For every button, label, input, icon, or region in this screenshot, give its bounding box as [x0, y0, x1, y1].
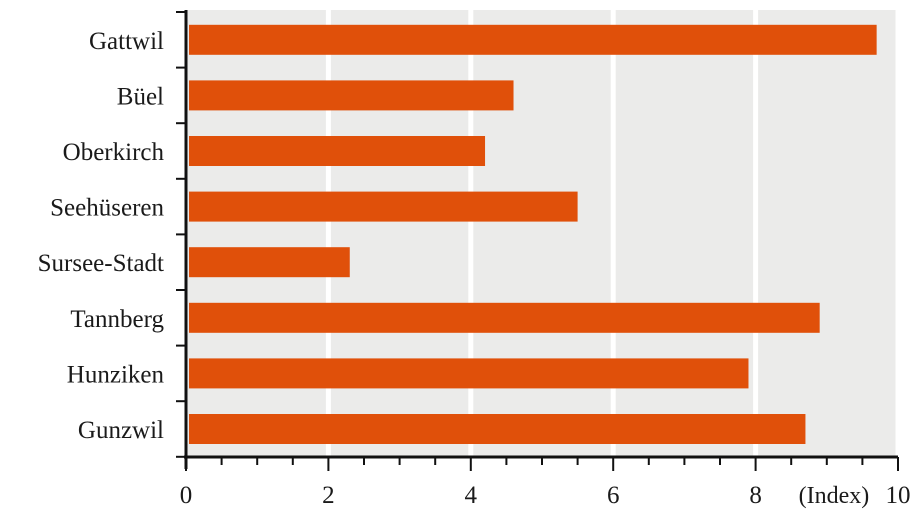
category-label: Sursee-Stadt: [38, 250, 164, 277]
bars: [189, 24, 877, 444]
x-axis-unit-label: (Index): [799, 483, 870, 509]
x-tick-label: 2: [322, 482, 335, 509]
category-label: Büel: [117, 83, 164, 110]
bar-gattwil: [189, 24, 877, 55]
bar-b-el: [189, 80, 514, 111]
axes: [176, 10, 899, 471]
labels: Gattwil Büel Oberkirch Seehüseren Sursee-Sta…: [38, 28, 911, 509]
bar-gunzwil: [189, 414, 806, 444]
x-tick-label: 10: [886, 482, 911, 509]
x-tick-label: 4: [465, 482, 478, 509]
category-label: Hunziken: [67, 361, 165, 388]
bar-seeh-seren: [189, 191, 578, 222]
category-label: Oberkirch: [63, 139, 165, 166]
category-label: Gattwil: [89, 28, 164, 55]
category-label: Seehüseren: [50, 195, 164, 222]
bar-oberkirch: [189, 136, 486, 166]
category-label: Tannberg: [70, 306, 164, 333]
plot-area-background: [186, 10, 898, 457]
x-tick-label: 0: [180, 482, 193, 509]
bar-sursee-stadt: [189, 247, 350, 278]
x-tick-label: 8: [749, 482, 762, 509]
x-tick-label: 6: [607, 482, 620, 509]
category-label: Gunzwil: [78, 417, 164, 444]
bar-tannberg: [189, 302, 820, 333]
bar-hunziken: [189, 358, 749, 389]
